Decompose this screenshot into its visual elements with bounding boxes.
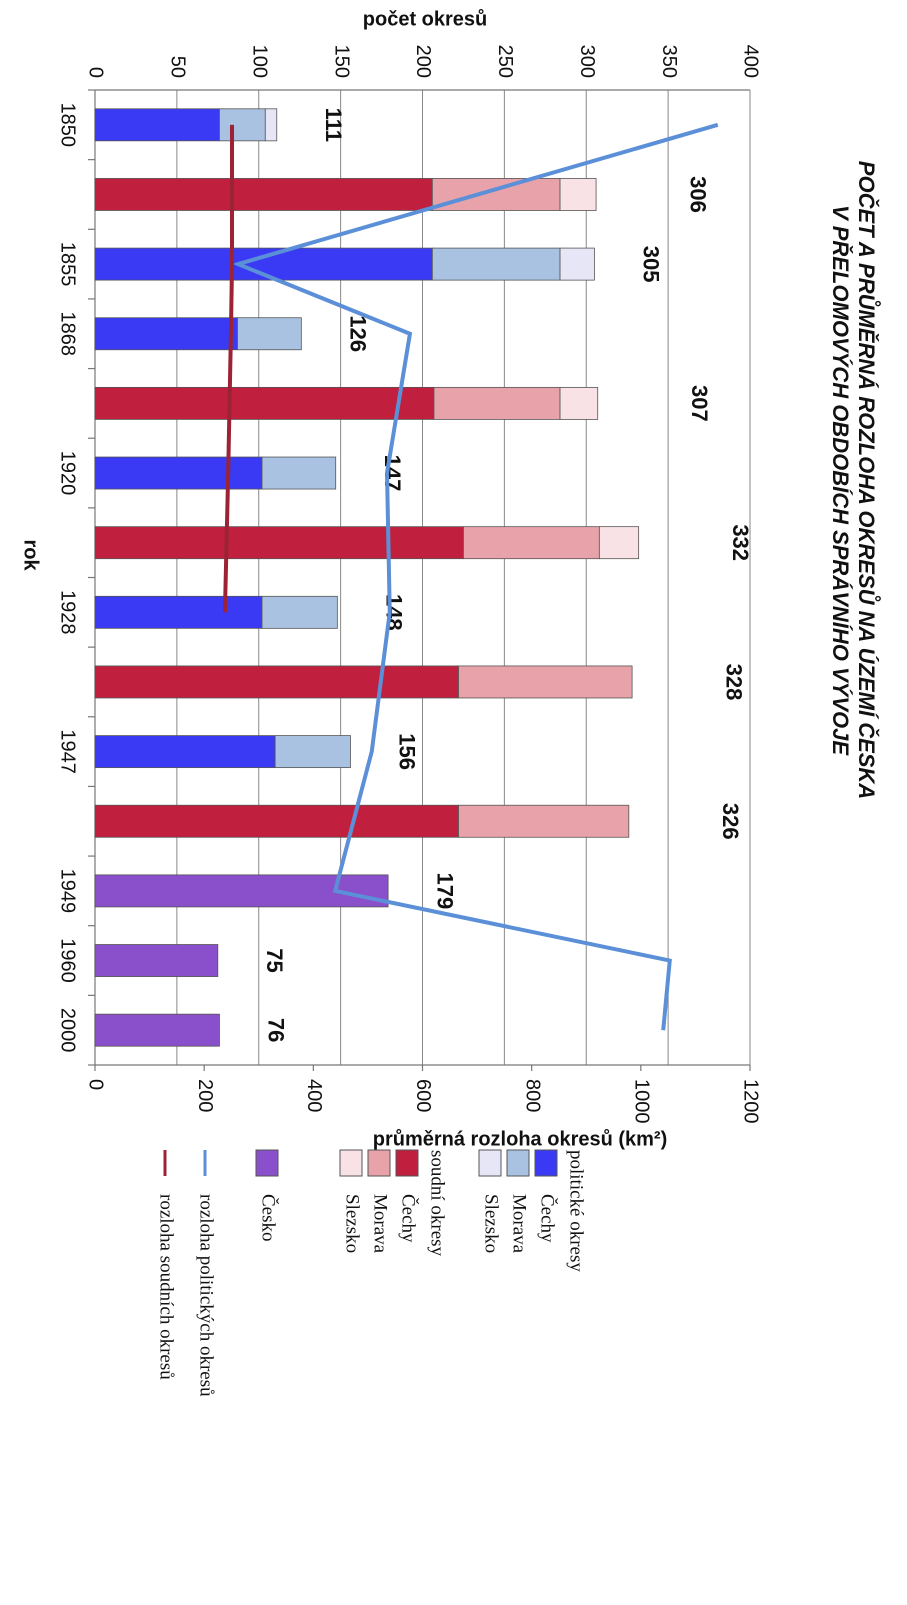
y-tick-label: 150 [330, 45, 352, 78]
bar-segment [94, 178, 433, 211]
bar-segment [458, 665, 633, 699]
legend-label: Slezsko [342, 1194, 363, 1253]
bar-segment [94, 735, 276, 769]
data-label: 332 [728, 524, 753, 561]
legend-label: Čechy [537, 1194, 559, 1243]
y-tick-label: 100 [248, 45, 270, 78]
y2-tick-label: 400 [303, 1079, 325, 1112]
line [231, 122, 719, 1031]
data-label: 307 [687, 385, 712, 422]
data-label: 75 [262, 948, 287, 972]
bar-segment [94, 108, 220, 142]
x-tick-label: 1855 [57, 242, 79, 287]
y-tick-label: 250 [494, 45, 516, 78]
legend-label: rozloha soudních okresů [156, 1194, 177, 1380]
chart-title: POČET A PRŮMĚRNÁ ROZLOHA OKRESŮ NA ÚZEMÍ… [854, 161, 882, 799]
y-axis-title: počet okresů [363, 8, 487, 30]
data-label: 328 [721, 664, 746, 701]
bar-segment [264, 108, 278, 142]
data-label: 76 [264, 1018, 289, 1042]
bar-segment [94, 944, 219, 977]
x-tick-label: 2000 [57, 1008, 79, 1053]
legend-swatch [506, 1149, 530, 1177]
y2-tick-label: 1200 [740, 1079, 762, 1124]
legend-swatch [534, 1149, 558, 1177]
bar-segment [94, 317, 238, 351]
data-label: 111 [321, 108, 346, 142]
legend-header: soudní okresy [427, 1150, 448, 1257]
x-tick-label: 1928 [57, 590, 79, 635]
y2-tick-label: 1000 [631, 1079, 653, 1124]
bar-segment [431, 178, 561, 211]
y-tick-label: 350 [658, 45, 680, 78]
bar-segment [261, 595, 338, 629]
legend-label: Čechy [398, 1194, 420, 1243]
bar-segment [559, 178, 597, 211]
x-tick-label: 1949 [57, 869, 79, 914]
bar-segment [219, 108, 266, 142]
data-label: 306 [685, 176, 710, 213]
legend-label: Morava [370, 1194, 391, 1254]
x-tick-label: 1947 [57, 729, 79, 774]
bar-segment [431, 247, 561, 281]
legend-swatch [339, 1149, 363, 1177]
x-axis-title: rok [20, 539, 42, 571]
bar-segment [274, 735, 351, 769]
legend-header: politické okresy [566, 1150, 587, 1272]
y-tick-label: 50 [167, 56, 189, 78]
y2-tick-label: 200 [194, 1079, 216, 1112]
y2-tick-label: 600 [412, 1079, 434, 1112]
bar-segment [458, 804, 630, 838]
y-tick-label: 0 [85, 67, 107, 78]
rotated-chart: POČET A PRŮMĚRNÁ ROZLOHA OKRESŮ NA ÚZEMÍ… [20, 8, 882, 1397]
y-tick-label: 200 [412, 45, 434, 78]
data-label: 156 [395, 733, 420, 770]
legend-label: Česko [258, 1194, 280, 1242]
data-label: 179 [432, 873, 457, 910]
data-label: 305 [639, 246, 664, 283]
bar-segment [463, 526, 600, 560]
bar-segment [94, 804, 459, 838]
bar-segment [94, 386, 435, 420]
bar-segment [559, 386, 599, 420]
bar-segment [94, 1013, 220, 1047]
data-label: 147 [380, 455, 405, 492]
bar-segment [94, 456, 263, 490]
bar-segment [94, 526, 464, 560]
bar-segment [94, 874, 389, 908]
x-tick-label: 1920 [57, 451, 79, 496]
bar-segment [237, 317, 302, 351]
bar-segment [94, 665, 459, 699]
legend-swatch [395, 1149, 419, 1177]
bar-segment [598, 526, 640, 560]
legend-swatch [255, 1149, 279, 1177]
legend-label: Morava [509, 1194, 530, 1254]
y2-tick-label: 800 [521, 1079, 543, 1112]
y-tick-label: 300 [576, 45, 598, 78]
data-label: 126 [346, 315, 371, 352]
legend-label: Slezsko [481, 1194, 502, 1253]
y2-tick-label: 0 [85, 1079, 107, 1090]
bar-segment [559, 247, 595, 281]
legend-label: rozloha politických okresů [196, 1194, 217, 1397]
x-tick-label: 1960 [57, 938, 79, 983]
x-tick-label: 1850 [57, 103, 79, 148]
chart-title: V PŘELOMOVÝCH OBDOBÍCH SPRÁVNÍHO VÝVOJE [828, 205, 853, 756]
y2-axis-title: průměrná rozloha okresů (km²) [373, 1128, 668, 1150]
bar-segment [433, 386, 561, 420]
legend-swatch [367, 1149, 391, 1177]
x-tick-label: 1868 [57, 312, 79, 357]
bar-segment [94, 595, 263, 629]
bar-segment [261, 456, 337, 490]
data-label: 148 [382, 594, 407, 631]
y-tick-label: 400 [740, 45, 762, 78]
legend-swatch [478, 1149, 502, 1177]
line [222, 124, 235, 613]
data-label: 326 [718, 803, 743, 840]
